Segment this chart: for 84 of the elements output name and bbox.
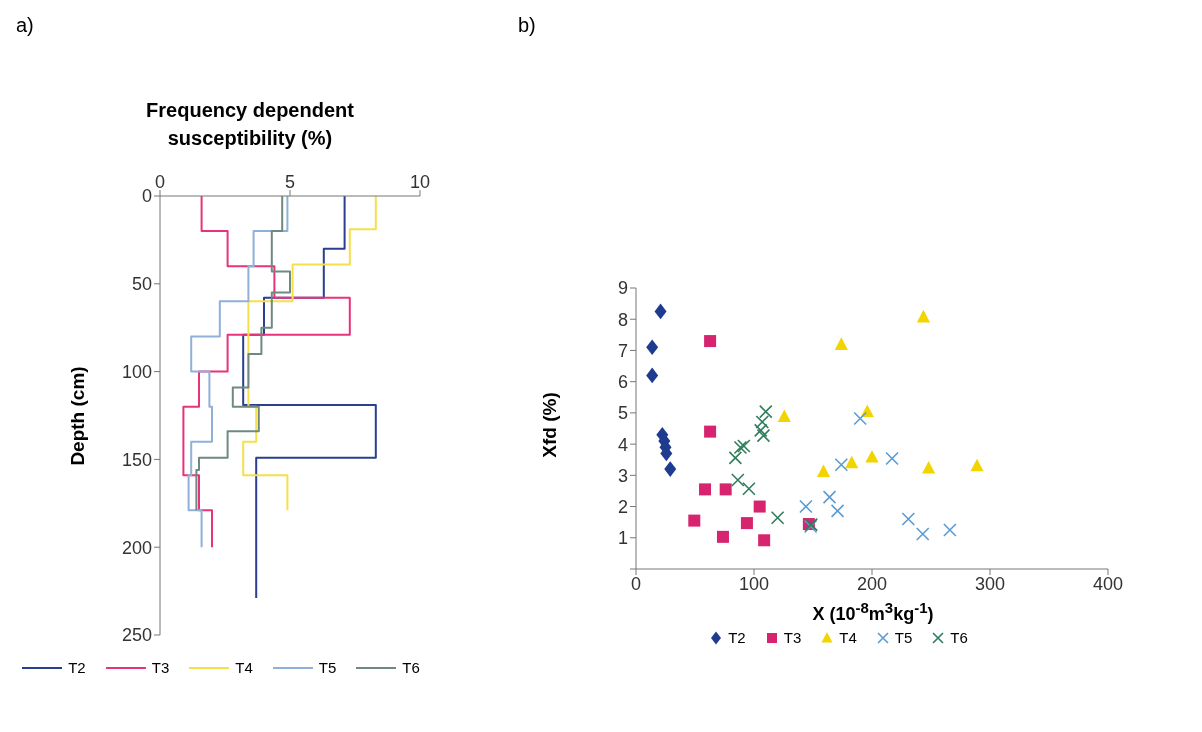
y-tick-label: 7: [617, 340, 628, 361]
point: [704, 335, 717, 348]
point: [688, 514, 701, 527]
point: [834, 457, 849, 472]
point: [922, 460, 936, 474]
y-tick-label: 250: [121, 625, 152, 646]
point: [646, 339, 659, 356]
point: [865, 450, 879, 463]
point: [915, 527, 930, 541]
point: [753, 500, 766, 513]
legend-label: T2: [728, 629, 746, 646]
x-tick-label: 5: [284, 172, 296, 192]
legend-label: T5: [894, 629, 913, 646]
point: [885, 451, 899, 466]
point: [742, 481, 756, 496]
y-tick-label: 8: [617, 309, 628, 330]
line-series: [242, 196, 377, 512]
legend-label: T5: [318, 659, 337, 676]
point: [733, 440, 748, 455]
point: [716, 530, 729, 543]
y-tick-label: 50: [131, 274, 152, 295]
point: [853, 411, 867, 426]
point: [816, 464, 831, 477]
y-tick-label: 9: [617, 278, 628, 299]
point: [759, 404, 773, 419]
point: [901, 512, 916, 526]
point: [770, 511, 785, 525]
point: [758, 534, 771, 547]
text: b): [518, 14, 536, 37]
point: [719, 483, 732, 496]
point: [728, 451, 743, 465]
y-tick-label: 6: [617, 372, 628, 393]
x-axis-title: Frequency dependent susceptibility (%): [145, 98, 355, 151]
x-tick-label: 100: [738, 573, 770, 594]
y-tick-label: 1: [617, 528, 628, 549]
point: [916, 309, 931, 323]
line-series: [187, 196, 289, 549]
x-tick-label: 0: [154, 172, 166, 192]
point: [755, 415, 770, 429]
point: [845, 455, 859, 469]
point: [799, 499, 813, 514]
line-series: [182, 196, 351, 549]
point: [731, 473, 745, 487]
legend-label: T3: [783, 629, 802, 646]
x-tick-label: 300: [974, 573, 1006, 594]
point: [834, 337, 848, 350]
point: [737, 439, 751, 453]
text: a): [16, 14, 34, 37]
y-tick-label: 5: [617, 403, 628, 424]
line-series: [195, 196, 291, 512]
y-axis-title: Xfd (%): [539, 391, 561, 458]
y-tick-label: 0: [141, 186, 152, 207]
point: [654, 303, 667, 320]
legend-label: T4: [839, 629, 857, 646]
point: [664, 461, 677, 477]
legend-label: T2: [68, 659, 86, 676]
point: [646, 367, 659, 384]
point: [699, 483, 712, 496]
legend-label: T6: [402, 659, 420, 676]
x-tick-label: 0: [630, 573, 642, 594]
y-tick-label: 4: [617, 434, 628, 455]
point: [753, 423, 768, 438]
y-tick-label: 150: [121, 449, 152, 470]
legend-label: T4: [235, 659, 253, 676]
point: [943, 523, 957, 537]
x-tick-label: 400: [1092, 573, 1124, 594]
legend-label: T6: [950, 629, 968, 646]
point: [822, 490, 837, 504]
y-tick-label: 2: [617, 496, 628, 517]
legend-label: T3: [151, 659, 170, 676]
x-tick-label: 10: [409, 172, 431, 192]
y-tick-label: 100: [121, 361, 152, 382]
y-tick-label: 200: [121, 537, 152, 558]
point: [777, 409, 791, 423]
x-tick-label: 200: [856, 573, 888, 594]
y-axis-title: Depth (cm): [67, 365, 89, 466]
y-tick-label: 3: [617, 465, 628, 486]
point: [704, 425, 717, 438]
point: [970, 458, 984, 472]
point: [740, 517, 753, 530]
line-series: [242, 196, 377, 600]
x-axis-title: X (10$^{-8}$m$^{3}$kg$^{-1}$): [811, 599, 935, 625]
point: [830, 504, 845, 518]
point: [756, 428, 771, 443]
